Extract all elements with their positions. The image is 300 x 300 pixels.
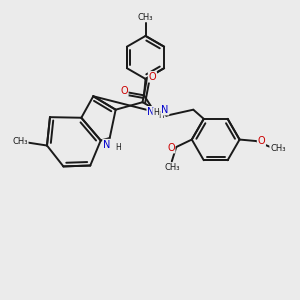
Text: O: O bbox=[258, 136, 265, 146]
Text: CH₃: CH₃ bbox=[12, 137, 28, 146]
Text: H: H bbox=[158, 111, 164, 120]
Text: N: N bbox=[103, 140, 110, 150]
Text: H: H bbox=[115, 142, 121, 152]
Text: CH₃: CH₃ bbox=[270, 144, 286, 153]
Text: N: N bbox=[147, 107, 155, 117]
Text: CH₃: CH₃ bbox=[164, 164, 179, 172]
Text: O: O bbox=[148, 72, 156, 82]
Text: H: H bbox=[153, 108, 159, 117]
Text: CH₃: CH₃ bbox=[138, 13, 153, 22]
Text: O: O bbox=[120, 86, 128, 96]
Text: O: O bbox=[167, 142, 175, 153]
Text: N: N bbox=[161, 105, 169, 115]
